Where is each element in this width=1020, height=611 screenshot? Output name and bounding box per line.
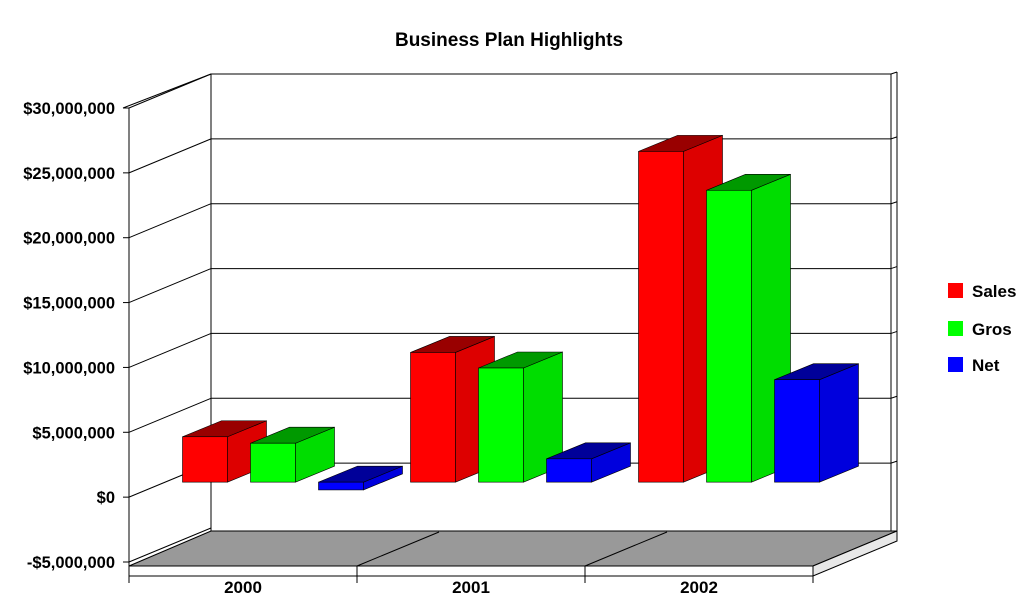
bar-front-face (410, 352, 456, 483)
legend-swatch-sales (948, 283, 963, 298)
gridline-wall (128, 527, 212, 563)
gridline-wall (128, 332, 212, 368)
bar-front-face (706, 189, 752, 483)
x-tick-label: 2000 (224, 578, 262, 597)
bar-net-2002 (774, 363, 859, 483)
chart-title: Business Plan Highlights (395, 30, 623, 51)
x-tick-label: 2002 (680, 578, 718, 597)
legend-swatch-gros (948, 321, 963, 336)
y-axis-ticks: $30,000,000 $25,000,000 $20,000,000 $15,000… (23, 100, 129, 572)
y-tick-label: $5,000,000 (32, 424, 115, 442)
bar-front-face (182, 436, 228, 483)
gridline-side (890, 460, 898, 464)
gridline-wall (128, 203, 212, 239)
y-tick-label: $25,000,000 (23, 165, 115, 183)
y-tick-label: $30,000,000 (23, 100, 115, 118)
bar-side-face (819, 363, 859, 483)
floor-divider (584, 531, 668, 567)
bar-front-face (250, 442, 296, 483)
x-tick-label: 2001 (452, 578, 490, 597)
bar-front-face (318, 481, 364, 491)
bar-front-face (638, 151, 684, 483)
x-axis-ticks: 2000 2001 2002 (128, 566, 814, 597)
legend-label-gros: Gros (972, 320, 1012, 339)
y-tick-label: $0 (97, 489, 115, 507)
y-tick-label: $20,000,000 (23, 230, 115, 248)
legend: Sales Gros Net (948, 282, 1016, 375)
y-tick-label: $15,000,000 (23, 295, 115, 313)
bar-front-face (478, 367, 524, 483)
legend-label-net: Net (972, 356, 1000, 375)
gridline-wall (128, 268, 212, 304)
bar-net-2000 (318, 465, 403, 491)
gridline-wall (128, 397, 212, 433)
gridline-side (890, 201, 898, 205)
legend-label-sales: Sales (972, 282, 1016, 301)
side-wall-top (890, 71, 898, 75)
bar-net-2001 (546, 442, 631, 483)
gridline-side (890, 136, 898, 140)
bars (182, 134, 859, 491)
gridline-side (890, 395, 898, 399)
y-tick-label: $10,000,000 (23, 359, 115, 377)
gridline-wall (128, 138, 212, 174)
bar-front-face (546, 458, 592, 483)
gridline-side (890, 330, 898, 334)
bar-front-face (774, 379, 820, 483)
y-tick-label: -$5,000,000 (27, 554, 115, 572)
gridline-side (890, 266, 898, 270)
floor-divider (356, 531, 440, 567)
gridline-wall (128, 73, 212, 109)
bar-gros-2001 (478, 351, 563, 483)
legend-swatch-net (948, 357, 963, 372)
bar-gros-2000 (250, 426, 335, 483)
plot-floor (128, 530, 898, 567)
